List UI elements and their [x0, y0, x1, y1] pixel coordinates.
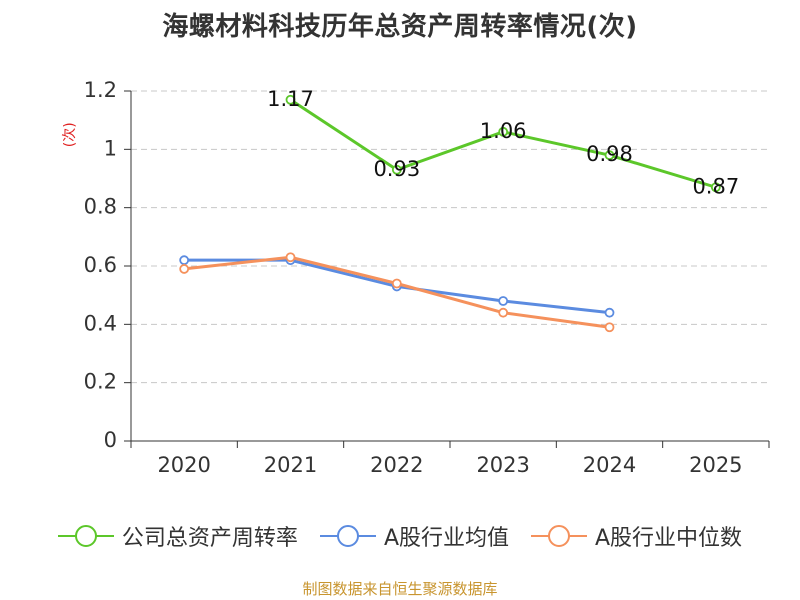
x-tick-label: 2024 [583, 453, 636, 477]
data-label: 0.93 [373, 157, 420, 181]
legend-item: 公司总资产周转率 [57, 520, 298, 552]
y-axis-label: (次) [62, 122, 78, 147]
series-line-0 [289, 98, 717, 189]
data-point [285, 252, 296, 263]
data-point [498, 126, 509, 137]
axis-layer: 0 0.2 0.4 0.6 0.8 1 1.2 2020 2021 2022 2023 2024 202… [62, 78, 770, 477]
data-point [604, 150, 615, 161]
legend-swatch [57, 525, 114, 547]
x-tick-label: 2020 [157, 453, 210, 477]
data-point [498, 307, 509, 318]
legend-item: A股行业均值 [319, 520, 509, 552]
data-label: 1.17 [267, 87, 314, 111]
x-tick-label: 2021 [264, 453, 317, 477]
legend-label: 公司总资产周转率 [121, 526, 298, 551]
chart-title: 海螺材料科技历年总资产周转率情况(次) [162, 12, 638, 42]
data-point [179, 255, 190, 266]
data-point [604, 307, 615, 318]
data-label: 0.98 [586, 142, 633, 166]
data-point [391, 278, 402, 289]
legend-label: A股行业中位数 [595, 526, 743, 551]
data-point [285, 94, 296, 105]
legend-swatch [531, 525, 587, 547]
label-layer: 1.17 0.93 1.06 0.98 0.87 [267, 87, 739, 199]
grid-layer [131, 90, 769, 384]
legend-label: A股行业均值 [383, 526, 509, 551]
y-tick-label: 0.4 [84, 311, 117, 335]
legend-swatch [319, 525, 376, 547]
y-tick-label: 0.8 [84, 195, 117, 219]
x-tick-label: 2022 [370, 453, 423, 477]
y-tick-label: 1 [104, 136, 117, 160]
data-point [604, 322, 615, 333]
legend-item: A股行业中位数 [531, 520, 742, 552]
x-tick-label: 2023 [476, 453, 529, 477]
y-tick-label: 0.2 [84, 370, 117, 394]
series-line-2 [184, 255, 610, 329]
x-tick-label: 2025 [689, 453, 742, 477]
data-point [179, 264, 190, 274]
y-tick-label: 1.2 [84, 78, 117, 102]
data-label: 0.87 [692, 174, 739, 198]
legend: 公司总资产周转率 A股行业均值 A股行业中位数 [0, 520, 800, 552]
y-tick-label: 0.6 [84, 253, 117, 277]
data-point [498, 296, 509, 306]
source-note: 制图数据来自恒生聚源数据库 [302, 580, 498, 598]
series-layer [179, 94, 721, 333]
y-tick-label: 0 [104, 428, 117, 452]
data-point [391, 164, 402, 175]
data-point [710, 182, 721, 193]
data-label: 1.06 [480, 119, 527, 143]
